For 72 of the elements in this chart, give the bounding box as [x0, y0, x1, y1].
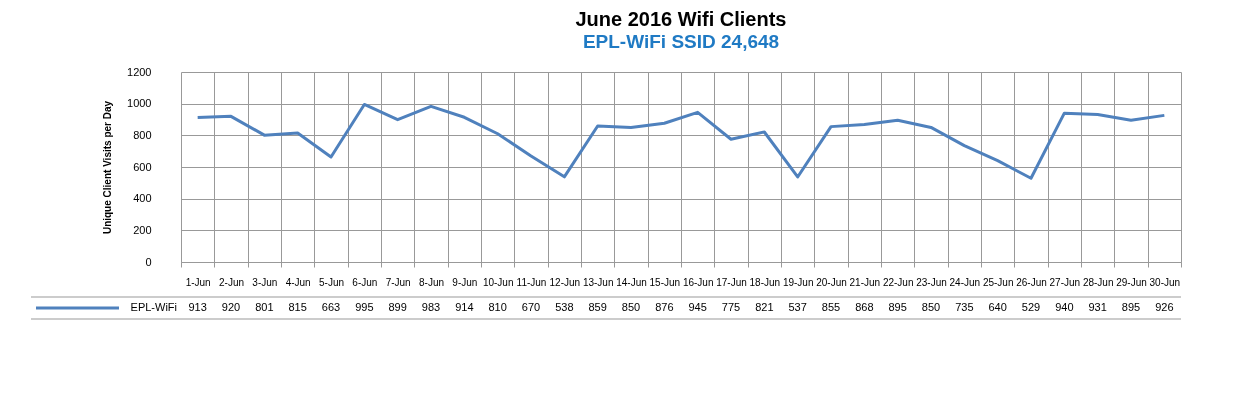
data-label: 895	[1121, 301, 1141, 313]
y-tick-label: 0	[145, 255, 152, 268]
x-tick-label: 19-Jun	[782, 276, 814, 288]
y-tick-label: 400	[133, 192, 152, 205]
data-label: 855	[821, 301, 841, 313]
x-tick-label: 27-Jun	[1049, 276, 1081, 288]
data-label: 850	[921, 301, 941, 313]
x-tick-label: 26-Jun	[1016, 276, 1047, 288]
data-label: 876	[655, 301, 674, 313]
data-label: 931	[1088, 301, 1107, 313]
x-tick-label: 29-Jun	[1116, 276, 1147, 288]
data-label: 859	[588, 301, 607, 313]
data-label: 945	[688, 301, 707, 313]
data-label: 868	[855, 301, 874, 313]
data-label: 920	[221, 301, 241, 313]
data-label: 810	[488, 301, 507, 313]
data-label: 821	[755, 301, 774, 313]
y-tick-label: 800	[133, 128, 152, 141]
x-tick-label: 4-Jun	[285, 276, 311, 288]
x-tick-label: 18-Jun	[749, 276, 781, 288]
data-label: 983	[421, 301, 441, 313]
y-axis-title: Unique Client Visits per Day	[102, 100, 114, 235]
data-label: 801	[255, 301, 274, 313]
data-label: 899	[388, 301, 407, 313]
data-label: 663	[321, 301, 341, 313]
x-tick-label: 9-Jun	[452, 276, 478, 288]
x-tick-label: 7-Jun	[385, 276, 411, 288]
x-tick-label: 11-Jun	[516, 276, 547, 288]
x-tick-label: 21-Jun	[849, 276, 881, 288]
data-label: 815	[288, 301, 307, 313]
data-label: 895	[888, 301, 907, 313]
x-tick-label: 30-Jun	[1149, 276, 1181, 288]
data-label: 537	[788, 301, 807, 313]
x-tick-label: 28-Jun	[1082, 276, 1114, 288]
x-tick-label: 24-Jun	[949, 276, 981, 288]
data-label: 670	[521, 301, 541, 313]
x-tick-label: 1-Jun	[185, 276, 211, 288]
data-label: 913	[188, 301, 207, 313]
x-tick-label: 3-Jun	[252, 276, 278, 288]
data-label: 995	[355, 301, 374, 313]
x-tick-label: 25-Jun	[982, 276, 1014, 288]
text: EPL-WiFi	[130, 301, 177, 313]
x-tick-label: 23-Jun	[916, 276, 947, 288]
data-label: 940	[1055, 301, 1074, 313]
x-tick-label: 14-Jun	[616, 276, 647, 288]
data-label: 529	[1021, 301, 1041, 313]
x-tick-label: 12-Jun	[549, 276, 581, 288]
data-label: 735	[955, 301, 974, 313]
y-tick-label: 1200	[127, 65, 152, 78]
x-tick-label: 13-Jun	[582, 276, 614, 288]
line-series	[196, 102, 1166, 180]
x-tick-label: 22-Jun	[882, 276, 914, 288]
y-tick-label: 200	[133, 223, 152, 236]
data-label: 850	[621, 301, 641, 313]
x-tick-label: 15-Jun	[649, 276, 681, 288]
x-tick-label: 2-Jun	[218, 276, 245, 288]
y-tick-label: 600	[133, 160, 152, 173]
data-label: 640	[988, 301, 1007, 313]
data-label: 775	[721, 301, 741, 313]
data-label: 914	[455, 301, 474, 313]
chart-title: June 2016 Wifi Clients	[575, 8, 787, 30]
chart-subtitle: EPL-WiFi SSID 24,648	[582, 31, 780, 52]
x-tick-label: 17-Jun	[716, 276, 747, 288]
x-tick-label: 5-Jun	[318, 276, 345, 288]
data-label: 926	[1155, 301, 1174, 313]
y-tick-label: 1000	[127, 97, 152, 110]
x-tick-label: 6-Jun	[352, 276, 378, 288]
x-tick-label: 8-Jun	[418, 276, 445, 288]
x-tick-label: 20-Jun	[816, 276, 847, 288]
x-tick-label: 10-Jun	[482, 276, 514, 288]
data-label: 538	[555, 301, 574, 313]
x-tick-label: 16-Jun	[682, 276, 714, 288]
